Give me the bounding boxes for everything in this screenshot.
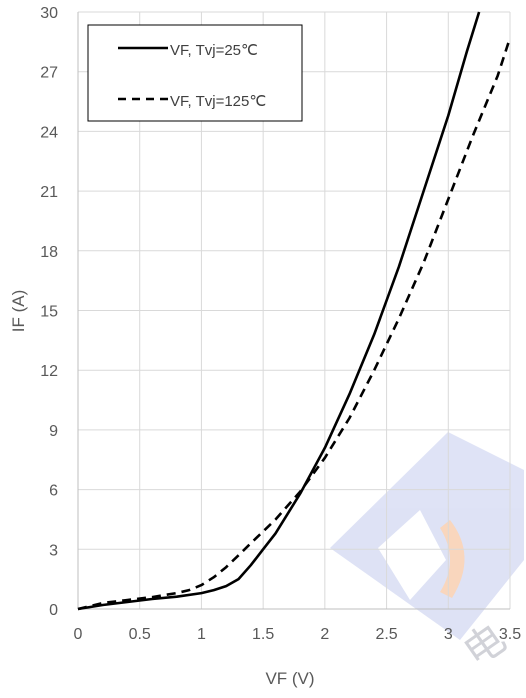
watermark-shape-accent (440, 520, 465, 598)
y-tick-label: 18 (40, 244, 58, 261)
y-tick-label: 30 (40, 5, 58, 22)
watermark-logo: 电 (330, 432, 524, 675)
series-line-25c (77, 11, 481, 611)
legend: VF, Tvj=25℃ VF, Tvj=125℃ (87, 24, 303, 122)
x-axis: 0 0.5 1 1.5 2 2.5 3 3.5 (74, 608, 521, 643)
x-tick-label: 0 (74, 626, 83, 643)
y-axis: 0 3 6 9 12 15 18 21 24 27 30 (40, 5, 79, 619)
legend-label-25c: VF, Tvj=25℃ (170, 42, 258, 59)
watermark-shape-small (378, 510, 446, 600)
series-line-125c (77, 37, 512, 611)
x-axis-title: VF (V) (265, 669, 314, 688)
y-tick-label: 0 (49, 602, 58, 619)
y-tick-label: 9 (49, 423, 58, 440)
series-layer (77, 11, 512, 611)
legend-label-125c: VF, Tvj=125℃ (170, 93, 266, 110)
x-tick-label: 2.5 (375, 626, 397, 643)
y-tick-label: 6 (49, 483, 58, 500)
x-tick-label: 0.5 (129, 626, 151, 643)
y-tick-label: 12 (40, 363, 58, 380)
y-tick-label: 24 (40, 124, 58, 141)
x-tick-label: 2 (320, 626, 329, 643)
y-tick-label: 3 (49, 542, 58, 559)
legend-box (87, 24, 303, 122)
x-tick-label: 3.5 (499, 626, 521, 643)
x-tick-label: 1 (197, 626, 206, 643)
x-tick-label: 1.5 (252, 626, 274, 643)
y-tick-label: 21 (40, 184, 58, 201)
y-tick-label: 27 (40, 65, 58, 82)
x-tick-label: 3 (444, 626, 453, 643)
y-tick-label: 15 (40, 304, 58, 321)
y-axis-title: IF (A) (9, 290, 28, 333)
